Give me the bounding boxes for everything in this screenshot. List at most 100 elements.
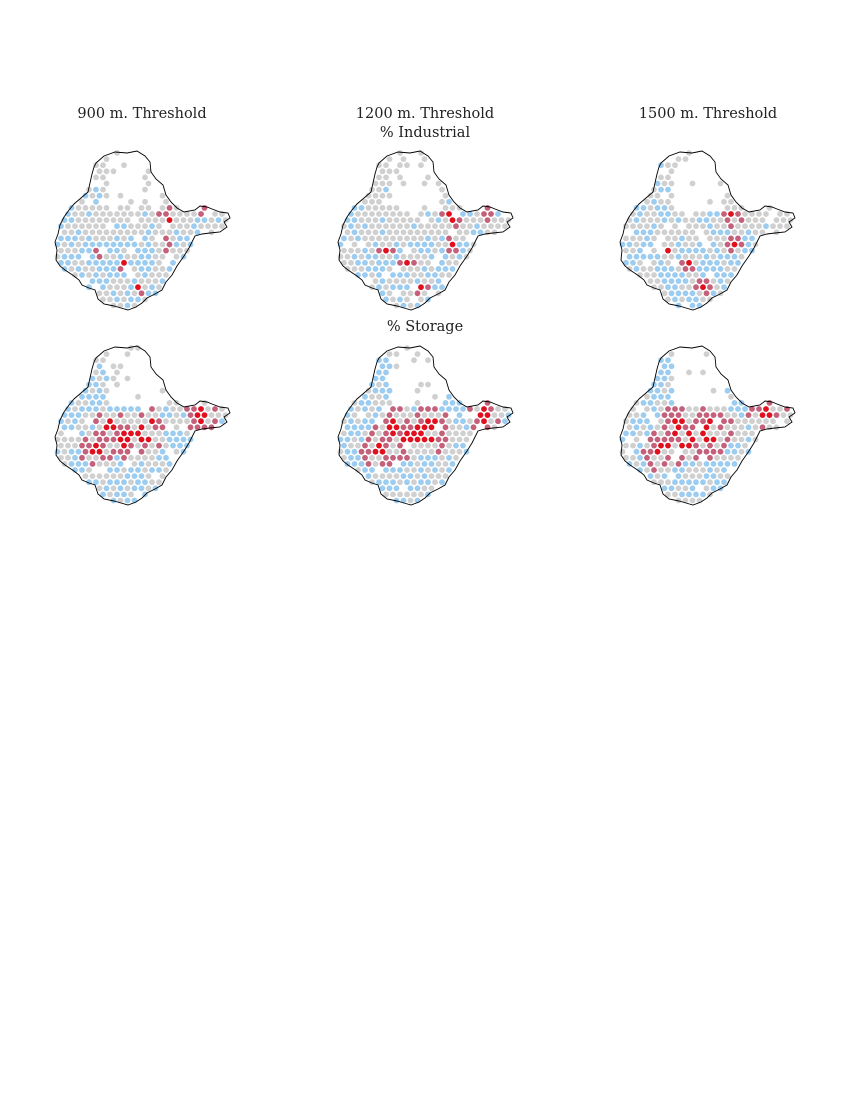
hex-cell: [138, 290, 145, 297]
hex-cell: [675, 485, 682, 492]
hex-cell: [152, 412, 159, 418]
hex-cell: [672, 479, 678, 486]
hex-cell: [495, 223, 501, 230]
hex-cell: [198, 406, 204, 412]
hex-cell: [700, 418, 706, 425]
hex-cell: [449, 436, 456, 443]
hex-cell: [756, 211, 762, 217]
hex-cell: [418, 235, 424, 242]
hex-cell: [103, 156, 110, 162]
hex-cell: [362, 235, 368, 242]
hex-cell: [672, 296, 678, 303]
hex-cell: [121, 211, 127, 217]
hex-cell: [446, 223, 452, 230]
hex-cell: [100, 491, 106, 498]
hex-cell: [714, 442, 720, 449]
hex-cell: [86, 381, 92, 388]
hex-cell: [418, 296, 424, 303]
hex-cell: [686, 284, 692, 291]
hex-cell: [421, 448, 428, 455]
hex-cell: [411, 418, 417, 425]
hex-cell: [738, 229, 745, 236]
hex-cell: [640, 253, 647, 260]
hex-cell: [114, 284, 120, 291]
hex-cell: [658, 442, 664, 449]
hex-cell: [658, 454, 664, 461]
hex-cell: [100, 259, 106, 266]
hex-cell: [428, 424, 435, 431]
hex-cell: [404, 259, 410, 266]
hex-cell: [114, 442, 120, 449]
hex-cell: [393, 229, 400, 236]
hex-cell: [756, 406, 762, 412]
hex-cell: [177, 247, 183, 254]
hex-cell: [623, 259, 629, 266]
hex-cell: [107, 272, 113, 278]
hex-cell: [121, 162, 127, 169]
hex-cell: [135, 284, 141, 291]
hex-cell: [86, 393, 92, 400]
hex-cell: [456, 424, 463, 431]
hex-cell: [710, 473, 717, 479]
hex-cell: [414, 400, 421, 406]
hex-cell: [100, 186, 106, 193]
hex-cell: [128, 430, 134, 437]
hex-cell: [651, 259, 657, 266]
hex-cell: [362, 467, 368, 473]
hex-cell: [383, 393, 389, 400]
hex-cell: [668, 180, 675, 187]
hex-cell: [703, 253, 710, 260]
hex-cell: [68, 436, 75, 443]
hex-cell: [184, 235, 190, 242]
hex-cell: [439, 418, 445, 425]
hex-cell: [159, 387, 166, 394]
hex-cell: [686, 418, 692, 425]
hex-cell: [714, 235, 720, 242]
hex-cell: [383, 235, 389, 242]
hex-cell: [117, 192, 124, 199]
hex-cell: [79, 467, 85, 473]
hex-cell: [89, 241, 96, 248]
hex-cell: [411, 479, 417, 486]
hex-cell: [100, 418, 106, 425]
hex-cell: [703, 290, 710, 297]
hex-cell: [114, 381, 120, 388]
hex-cell: [456, 436, 463, 443]
hex-cell: [215, 412, 222, 418]
hex-cell: [407, 473, 414, 479]
hex-cell: [365, 448, 372, 455]
hex-cell: [54, 253, 61, 260]
hex-cell: [124, 473, 131, 479]
hex-cell: [184, 430, 190, 437]
hex-cell: [456, 253, 463, 260]
hex-cell: [442, 412, 449, 418]
hex-cell: [693, 223, 699, 230]
hex-cell: [93, 198, 99, 205]
hex-cell: [630, 418, 636, 425]
hex-cell: [369, 467, 375, 473]
hex-cell: [456, 217, 463, 223]
hex-cell: [400, 278, 407, 284]
hex-cell: [86, 211, 92, 217]
hex-cell: [428, 253, 435, 260]
hex-cell: [82, 436, 89, 443]
hex-cell: [456, 241, 463, 248]
hex-cell: [131, 424, 138, 431]
hex-cell: [362, 418, 368, 425]
hex-cell: [644, 272, 650, 278]
hex-cell: [138, 205, 145, 211]
hex-cell: [124, 217, 131, 223]
hex-cell: [365, 400, 372, 406]
hex-cell: [379, 461, 386, 467]
hex-cell: [379, 375, 386, 382]
hex-cell: [386, 278, 393, 284]
hex-cell: [100, 211, 106, 217]
hex-cell: [724, 205, 731, 211]
hex-cell: [679, 454, 685, 461]
hex-cell: [414, 278, 421, 284]
hex-cell: [351, 412, 358, 418]
hex-cell: [124, 448, 131, 455]
hex-cell: [668, 448, 675, 455]
hex-cell: [435, 448, 442, 455]
hex-cell: [358, 266, 365, 272]
